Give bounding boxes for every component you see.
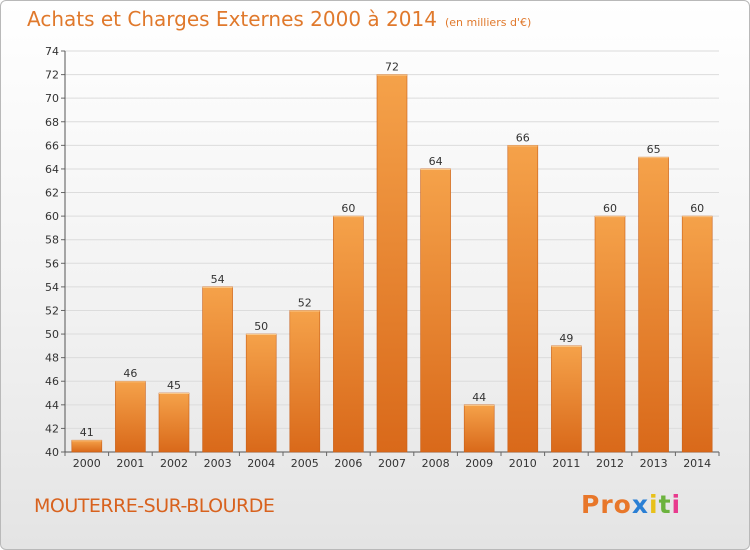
y-tick-label: 40 [45,446,59,459]
bar [115,380,146,453]
y-tick-label: 68 [45,116,59,129]
x-tick-label: 2006 [334,457,362,470]
y-tick-label: 54 [45,281,59,294]
y-tick-label: 48 [45,352,59,365]
bar-value-label: 60 [690,202,704,215]
logo-letter: r [600,490,614,519]
x-tick-label: 2008 [422,457,450,470]
x-tick-label: 2011 [552,457,580,470]
bar [681,215,713,453]
bar [71,439,103,453]
logo-letter: x [631,490,649,519]
y-tick-label: 42 [45,422,59,435]
y-tick-label: 72 [45,69,59,82]
bar-value-label: 46 [123,367,137,380]
bar-value-label: 49 [559,332,573,345]
bar [158,392,190,453]
x-tick-label: 2000 [73,457,101,470]
bar-value-label: 65 [647,143,661,156]
y-tick-label: 58 [45,234,59,247]
x-tick-label: 2005 [291,457,319,470]
chart-unit: (en milliers d'€) [444,16,532,29]
x-tick-label: 2014 [683,457,711,470]
bar [245,333,277,453]
bar [551,345,582,453]
proxiti-logo[interactable]: Proxiti [581,490,681,519]
x-tick-label: 2007 [378,457,406,470]
y-tick-label: 50 [45,328,59,341]
x-tick-label: 2012 [596,457,624,470]
bar-value-label: 44 [472,391,486,404]
x-tick-label: 2010 [509,457,537,470]
y-tick-label: 56 [45,257,59,270]
chart-title-text: Achats et Charges Externes 2000 à 2014 [27,7,437,31]
bar-value-label: 66 [516,131,530,144]
x-tick-label: 2003 [204,457,232,470]
logo-letter: t [658,490,672,519]
bar-value-label: 41 [80,426,94,439]
y-tick-label: 70 [45,92,59,105]
y-tick-label: 62 [45,187,59,200]
y-tick-label: 52 [45,304,59,317]
bar [594,215,626,453]
bar [420,168,451,453]
y-tick-label: 60 [45,210,59,223]
town-name: MOUTERRE-SUR-BLOURDE [34,495,275,517]
bar-value-label: 72 [385,61,399,74]
bars [71,74,713,453]
bar [638,156,669,453]
x-tick-label: 2009 [465,457,493,470]
logo-letter: i [649,490,659,519]
bar-value-label: 60 [341,202,355,215]
bar-value-label: 52 [298,296,312,309]
y-tick-label: 66 [45,139,59,152]
logo-letter: P [581,490,601,519]
x-tick-label: 2004 [247,457,275,470]
x-tick-label: 2002 [160,457,188,470]
y-tick-label: 46 [45,375,59,388]
bar-value-label: 50 [254,320,268,333]
bar [289,310,321,453]
bar [376,74,408,453]
y-tick-label: 74 [45,45,59,58]
bar-value-label: 60 [603,202,617,215]
y-tick-label: 64 [45,163,59,176]
bar-value-label: 64 [429,155,443,168]
y-tick-label: 44 [45,399,59,412]
logo-letter: o [613,490,632,519]
logo-letter: i [671,490,682,519]
bar [507,145,539,453]
bar [333,215,364,453]
bar-value-label: 54 [211,273,225,286]
x-tick-label: 2001 [116,457,144,470]
bar-value-label: 45 [167,379,181,392]
x-tick-label: 2013 [640,457,668,470]
bar [463,404,495,453]
bar-labels: 41 46 45 54 50 52 60 72 64 44 66 49 60 65 60 [80,61,704,440]
chart-title: Achats et Charges Externes 2000 à 2014 (e… [27,7,531,31]
bar [202,286,233,453]
